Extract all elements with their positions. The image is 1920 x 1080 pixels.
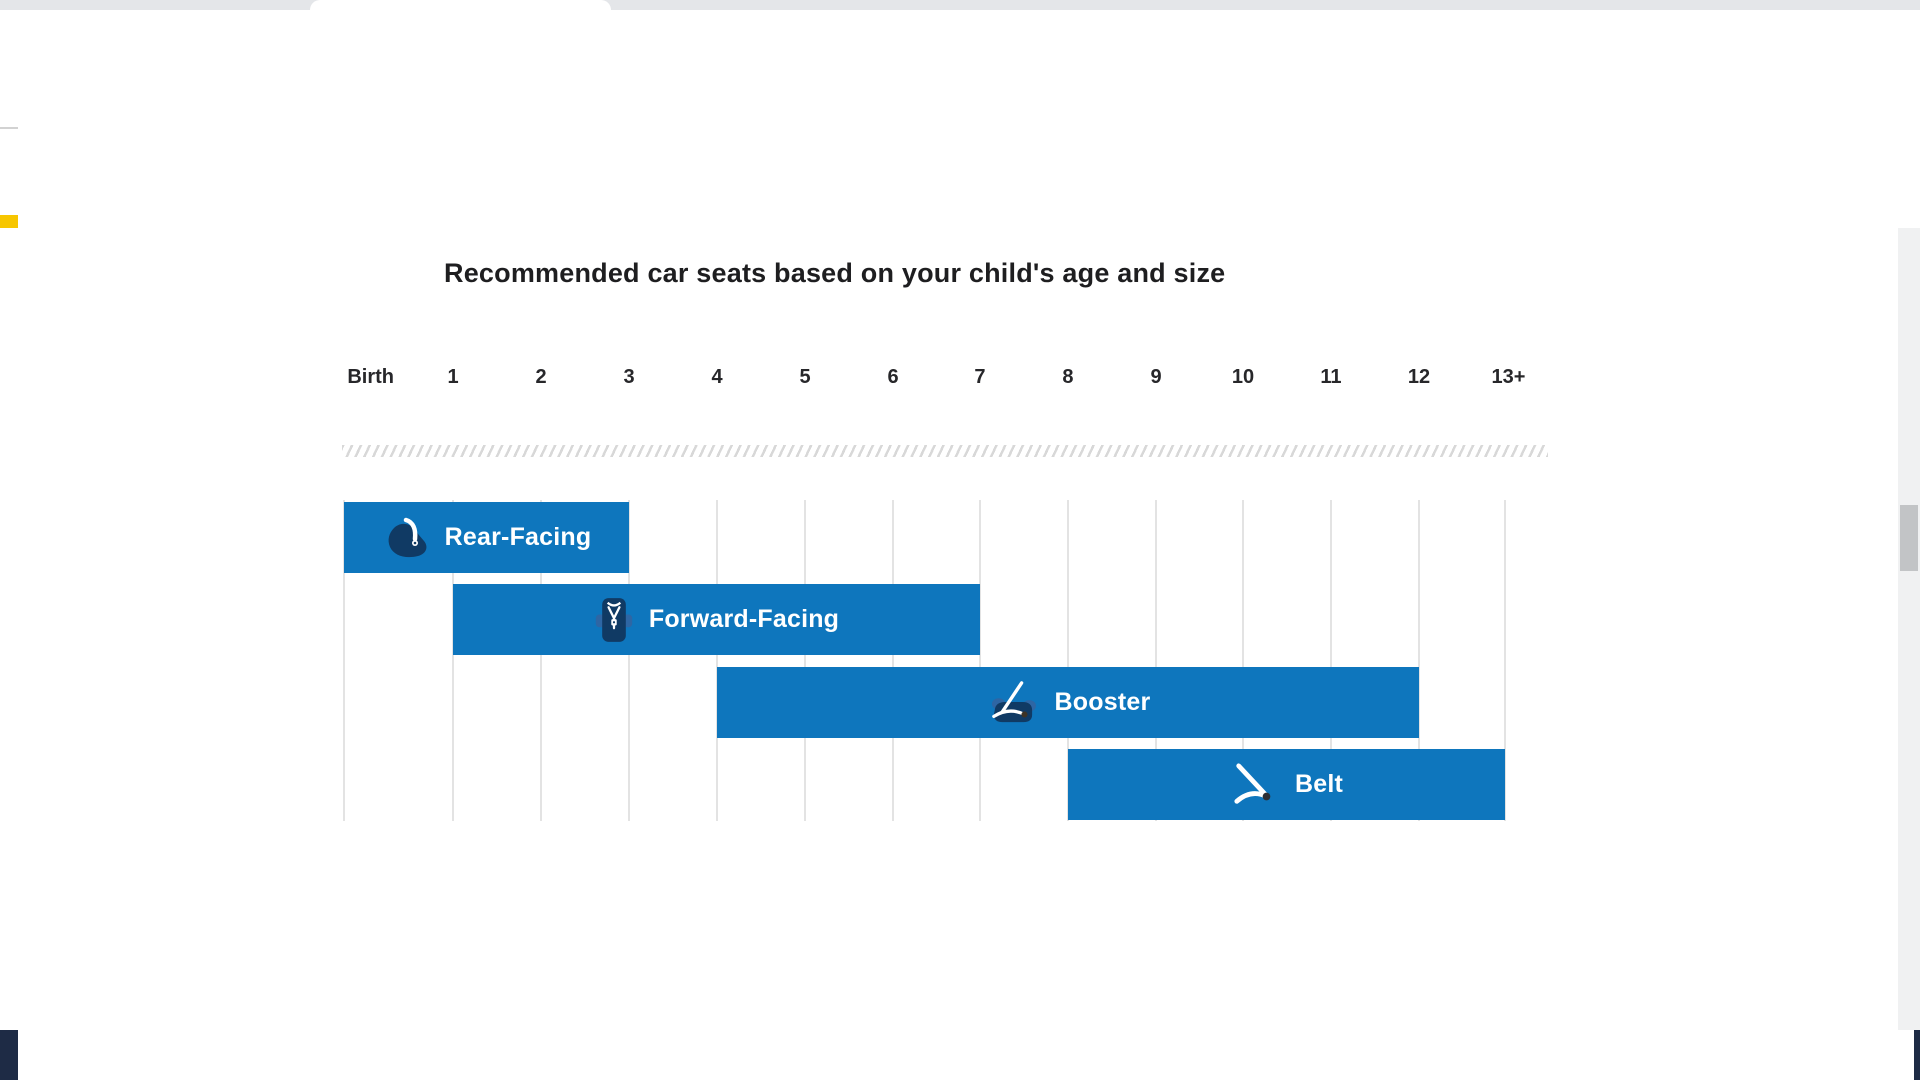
x-tick-label-3: 3 (623, 366, 635, 388)
scrollbar-thumb[interactable] (1900, 505, 1918, 571)
x-tick-label-2: 2 (535, 366, 547, 388)
forward-facing-seat-icon (594, 596, 634, 644)
gridline (978, 500, 981, 821)
bar-forward-facing: Forward-Facing (453, 584, 980, 655)
footer-bar-right-edge (1914, 1030, 1920, 1080)
x-tick-label-10: 10 (1231, 366, 1255, 388)
hatched-divider (342, 445, 1548, 457)
x-tick-label-12: 12 (1407, 366, 1431, 388)
gridline (716, 500, 719, 821)
bar-rear-facing: Rear-Facing (344, 502, 630, 573)
gridline (343, 500, 345, 821)
x-tick-label-5: 5 (799, 366, 811, 388)
gridline (1066, 500, 1069, 821)
gridline (1155, 500, 1157, 821)
bar-label: Booster (1054, 688, 1151, 716)
bar-label: Rear-Facing (444, 523, 592, 551)
seat-belt-icon (1230, 762, 1280, 808)
page-tab-shape (310, 0, 611, 13)
chart-title: Recommended car seats based on your chil… (444, 258, 1226, 288)
x-tick-label-8: 8 (1062, 366, 1074, 388)
x-tick-label-13plus: 13+ (1491, 366, 1526, 388)
gridline (1504, 500, 1506, 821)
left-edge-divider (0, 127, 18, 129)
gridline (804, 500, 807, 821)
rear-facing-seat-icon (382, 516, 430, 560)
x-tick-label-7: 7 (974, 366, 986, 388)
gridline (540, 500, 543, 821)
scrollbar-track[interactable] (1898, 228, 1920, 1030)
x-tick-label-birth: Birth (347, 366, 395, 388)
left-edge-yellow-accent (0, 215, 18, 228)
x-axis: Birth 1 2 3 4 5 6 7 8 9 10 11 12 13+ (344, 366, 1525, 398)
x-tick-label-9: 9 (1150, 366, 1162, 388)
gridline (1417, 500, 1420, 821)
bar-booster: Booster (717, 667, 1419, 738)
footer-bar-left-edge (0, 1030, 18, 1080)
gridline (1329, 500, 1332, 821)
bar-label: Forward-Facing (648, 605, 840, 633)
gridline (628, 500, 631, 821)
bar-label: Belt (1294, 770, 1343, 798)
x-tick-label-6: 6 (887, 366, 899, 388)
plot-area: Rear-Facing Forward-Facing Booster Belt (343, 500, 1506, 821)
x-tick-label-1: 1 (447, 366, 459, 388)
x-tick-label-11: 11 (1320, 366, 1342, 388)
page-top-strip (0, 0, 1920, 10)
gridline (452, 500, 455, 821)
gridline (1241, 500, 1244, 821)
booster-seat-icon (986, 680, 1040, 725)
bar-belt: Belt (1067, 749, 1505, 820)
x-tick-label-4: 4 (711, 366, 723, 388)
gridline (892, 500, 895, 821)
